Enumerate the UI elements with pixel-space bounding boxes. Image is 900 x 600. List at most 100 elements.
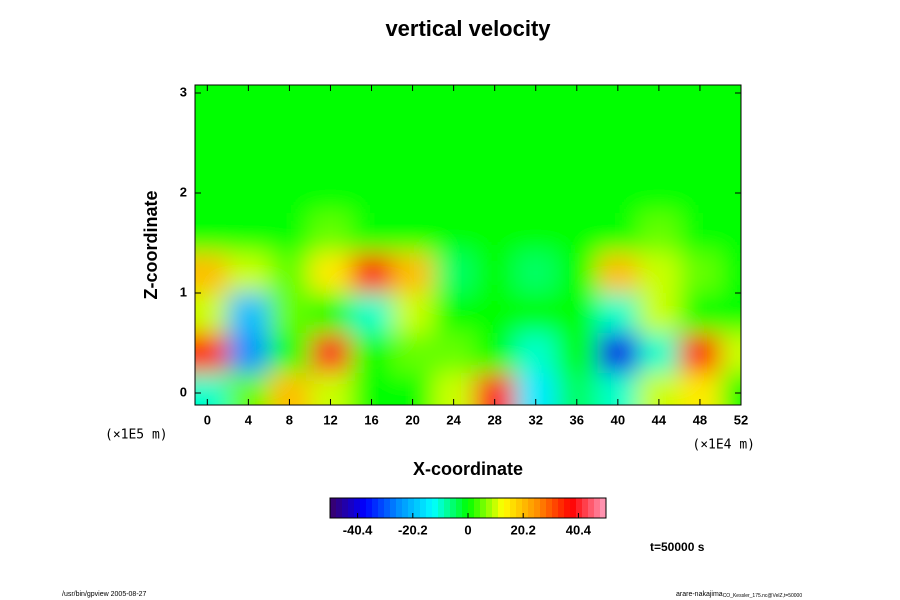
field-cell — [638, 85, 680, 133]
field-cell — [679, 293, 721, 333]
colorbar-step — [342, 498, 349, 518]
colorbar-step — [534, 498, 541, 518]
colorbar-step — [600, 498, 607, 518]
field-cell — [597, 85, 639, 133]
colorbar-step — [336, 498, 343, 518]
field-cell — [309, 253, 351, 293]
field-cell — [556, 373, 598, 405]
x-tick-label: 4 — [245, 412, 253, 427]
field-clip — [195, 85, 741, 405]
y-unit: (×1E5 m) — [105, 428, 168, 443]
colorbar-step — [552, 498, 559, 518]
field — [195, 85, 741, 405]
x-unit: (×1E4 m) — [692, 438, 755, 453]
field-cell — [515, 85, 557, 133]
field-cell — [597, 253, 639, 293]
field-cell — [597, 133, 639, 173]
field-cell — [515, 373, 557, 405]
field-cell — [392, 373, 434, 405]
x-tick-label: 52 — [734, 412, 748, 427]
field-cell — [309, 333, 351, 373]
field-cell — [227, 173, 269, 213]
field-cell — [679, 253, 721, 293]
field-cell — [638, 373, 680, 405]
y-tick-label: 2 — [180, 184, 187, 199]
x-tick-label: 12 — [323, 412, 337, 427]
field-cell — [638, 333, 680, 373]
time-annotation: t=50000 s — [650, 540, 705, 554]
field-cell — [195, 213, 228, 253]
x-tick-label: 0 — [204, 412, 211, 427]
colorbar-step — [390, 498, 397, 518]
field-cell — [720, 133, 741, 173]
colorbar-step — [354, 498, 361, 518]
field-cell — [227, 373, 269, 405]
field-cell — [720, 373, 741, 405]
field-cell — [309, 373, 351, 405]
field-cell — [474, 133, 516, 173]
field-cell — [638, 173, 680, 213]
colorbar-step — [468, 498, 475, 518]
field-cell — [679, 373, 721, 405]
field-cell — [679, 333, 721, 373]
colorbar-step — [480, 498, 487, 518]
colorbar-step — [582, 498, 589, 518]
field-cell — [556, 173, 598, 213]
field-cell — [227, 253, 269, 293]
field-cell — [638, 293, 680, 333]
field-cell — [351, 133, 393, 173]
field-cell — [268, 333, 310, 373]
colorbar-step — [432, 498, 439, 518]
field-cell — [433, 293, 475, 333]
field-cell — [392, 253, 434, 293]
colorbar-step — [486, 498, 493, 518]
colorbar-step — [462, 498, 469, 518]
field-cell — [679, 85, 721, 133]
field-cell — [268, 173, 310, 213]
field-cell — [679, 213, 721, 253]
colorbar-step — [408, 498, 415, 518]
field-cell — [474, 85, 516, 133]
field-cell — [268, 133, 310, 173]
field-cell — [597, 173, 639, 213]
colorbar-tick-label: 0 — [464, 522, 471, 537]
colorbar-step — [504, 498, 511, 518]
field-cell — [597, 293, 639, 333]
colorbar-step — [444, 498, 451, 518]
plot-frame — [194, 84, 742, 406]
colorbar-step — [396, 498, 403, 518]
field-cell — [474, 253, 516, 293]
colorbar-tick-label: -20.2 — [398, 522, 428, 537]
field-cell — [720, 253, 741, 293]
field-cell — [556, 85, 598, 133]
colorbar-step — [558, 498, 565, 518]
field-cell — [474, 333, 516, 373]
field-cell — [638, 213, 680, 253]
field-cell — [227, 293, 269, 333]
field-cell — [195, 373, 228, 405]
field-cell — [556, 253, 598, 293]
field-cell — [392, 173, 434, 213]
field-cell — [556, 213, 598, 253]
footer-right: arare-nakajimaCO_Kessler_175.nc@VelZ,t=5… — [676, 591, 802, 599]
field-cell — [392, 85, 434, 133]
field-cell — [195, 253, 228, 293]
field-cell — [556, 293, 598, 333]
colorbar-step — [450, 498, 457, 518]
field-cell — [268, 253, 310, 293]
colorbar-step — [564, 498, 571, 518]
colorbar-step — [402, 498, 409, 518]
field-cell — [351, 85, 393, 133]
colorbar-step — [516, 498, 523, 518]
field-cell — [227, 213, 269, 253]
colorbar-step — [570, 498, 577, 518]
y-tick-label: 3 — [180, 84, 187, 99]
colorbar-step — [420, 498, 427, 518]
field-cell — [433, 213, 475, 253]
field-cell — [433, 333, 475, 373]
field-cell — [351, 293, 393, 333]
field-cell — [195, 333, 228, 373]
field-cell — [309, 133, 351, 173]
field-cell — [720, 213, 741, 253]
x-tick-label: 44 — [652, 412, 667, 427]
